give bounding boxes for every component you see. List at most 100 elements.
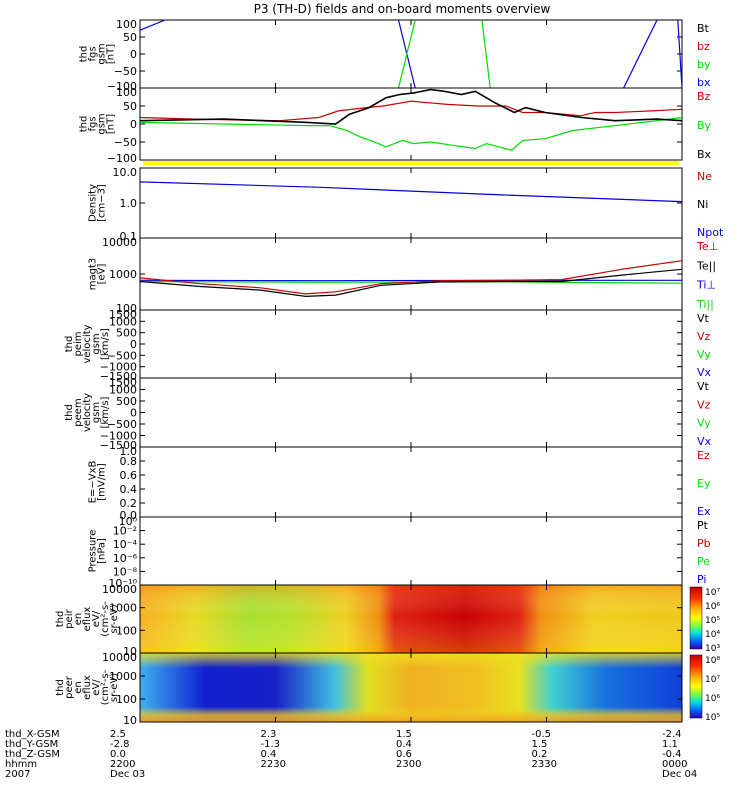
y-axis-label-line: sr-eV) xyxy=(109,604,120,633)
panel-frame xyxy=(139,237,683,311)
time-row-value: -2.4 xyxy=(662,729,682,740)
y-axis-label-line: [nPa] xyxy=(97,538,108,564)
time-row-value: 2300 xyxy=(396,759,421,770)
colorbar-peer xyxy=(689,654,703,719)
time-row-value: Dec 03 xyxy=(110,769,145,780)
y-axis-label-line: gsm xyxy=(91,333,102,354)
y-axis-label-line: thd xyxy=(64,336,75,353)
time-row-value: -0.5 xyxy=(532,729,552,740)
colorbar-label: 10⁵ xyxy=(705,616,720,626)
y-axis-label-pressure: Pressure[nPa] xyxy=(88,530,108,573)
y-axis-label-line: [nT] xyxy=(106,114,117,134)
y-tick-label: 1.0 xyxy=(120,197,138,210)
y-tick-label: −100 xyxy=(107,152,137,165)
legend-entry: Pb xyxy=(697,537,711,550)
y-tick-label: 0 xyxy=(130,118,137,131)
y-tick-label: 500 xyxy=(116,327,137,340)
series-bx xyxy=(139,19,683,89)
y-tick-label: 1000 xyxy=(109,602,137,615)
y-tick-label: 10⁻⁶ xyxy=(113,552,138,565)
series-Te|| xyxy=(139,268,683,298)
colorbar-label: 10⁷ xyxy=(705,675,720,685)
coverage-bar xyxy=(143,161,679,165)
colorbar-label: 10⁷ xyxy=(705,588,720,598)
y-tick-label: −100 xyxy=(107,80,137,93)
y-axis-label-line: E=−VxB xyxy=(88,461,99,504)
y-tick-label: −500 xyxy=(107,349,137,362)
time-row-value: 2.3 xyxy=(261,729,277,740)
y-tick-label: 100 xyxy=(116,302,137,315)
colorbar-label: 10⁸ xyxy=(705,656,720,666)
legend-entry: Ni xyxy=(697,198,708,211)
time-row-value: 1.5 xyxy=(396,729,412,740)
y-axis-label-line: thd xyxy=(64,404,75,421)
colorbar-label: 10⁶ xyxy=(705,694,720,704)
time-row-value: 2330 xyxy=(532,759,557,770)
y-axis-label-line: (cm²-s- xyxy=(100,669,111,705)
y-tick-label: 0 xyxy=(130,48,137,61)
colorbar-peir xyxy=(689,586,703,650)
time-row-value: 0.4 xyxy=(261,749,277,760)
y-tick-label: 1000 xyxy=(109,384,137,397)
y-tick-label: 0.2 xyxy=(120,497,138,510)
y-tick-label: 0.4 xyxy=(120,483,138,496)
time-row-value: 1.1 xyxy=(662,739,678,750)
legend-entry: Pe xyxy=(697,555,710,568)
y-tick-label: −50 xyxy=(114,65,137,78)
y-tick-label: −50 xyxy=(114,136,137,149)
y-axis-label-temp: magt3[eV] xyxy=(88,258,108,291)
y-tick-label: 0 xyxy=(130,338,137,351)
y-tick-label: 1.0 xyxy=(120,445,138,458)
colorbar-label: 10⁶ xyxy=(705,602,720,612)
y-axis-label-line: gsm xyxy=(91,402,102,423)
y-axis-label-density: Density[cm−3] xyxy=(88,184,108,222)
time-row-label: thd_Y-GSM xyxy=(5,739,58,750)
y-axis-label-line: thd xyxy=(79,116,90,133)
series-Te⊥ xyxy=(139,260,683,295)
y-axis-label-line: eV/ xyxy=(91,679,102,696)
time-row-value: 2.5 xyxy=(110,729,126,740)
y-tick-label: 10⁻⁴ xyxy=(113,538,138,551)
y-axis-label-line: peir xyxy=(64,608,75,628)
y-tick-label: 10000 xyxy=(102,583,137,596)
colorbar-label: 10⁴ xyxy=(705,630,720,640)
y-tick-label: −500 xyxy=(107,418,137,431)
y-axis-label-line: velocity xyxy=(82,393,93,432)
panel-density: 10.0 1.0 0.1 Density[cm−3] Ne Ni Npot xyxy=(88,166,724,243)
legend-entry: Vx xyxy=(697,435,712,448)
chart-title: P3 (TH-D) fields and on-board moments ov… xyxy=(254,2,551,16)
y-tick-label: −1500 xyxy=(100,370,137,383)
time-row-label: thd_X-GSM xyxy=(5,729,60,740)
y-tick-label: 100 xyxy=(116,86,137,99)
panel-temp: 10000 1000 100 magt3[eV] Te⊥ Te|| Ti⊥ Ti|| xyxy=(88,236,719,315)
y-axis-label-line: eV/ xyxy=(91,610,102,627)
y-axis-label-efield: E=−VxB[mV/m] xyxy=(88,461,108,504)
time-row-value: 1.5 xyxy=(532,739,548,750)
y-tick-label: 0.0 xyxy=(120,509,138,522)
y-tick-label: 1000 xyxy=(109,670,137,683)
time-row-value: -1.3 xyxy=(261,739,281,750)
y-axis-label-line: peer xyxy=(64,675,75,699)
y-axis-label-line: thd xyxy=(79,46,90,63)
panel-frame xyxy=(139,167,683,239)
y-axis-label-line: peim xyxy=(73,331,84,356)
panel-pressure: 10⁰10⁻²10⁻⁴10⁻⁶10⁻⁸10⁻¹⁰Pressure[nPa]PtP… xyxy=(88,515,711,590)
y-tick-label: 0.6 xyxy=(120,469,138,482)
y-axis-label-line: [eV] xyxy=(97,264,108,285)
legend-entry: Ne xyxy=(697,170,712,183)
y-tick-label: 1500 xyxy=(109,376,137,389)
y-axis-label-line: en xyxy=(73,681,84,694)
y-tick-label: 1000 xyxy=(109,315,137,328)
y-tick-label: 10⁻² xyxy=(113,525,137,538)
y-tick-label: 1000 xyxy=(109,268,137,281)
y-axis-label-line: [cm−3] xyxy=(97,184,108,222)
time-row-value: 0.2 xyxy=(532,749,548,760)
y-axis-label-line: magt3 xyxy=(88,258,99,291)
series-Npot xyxy=(139,181,683,203)
time-row-value: 0000 xyxy=(662,759,687,770)
y-tick-label: 100 xyxy=(116,693,137,706)
